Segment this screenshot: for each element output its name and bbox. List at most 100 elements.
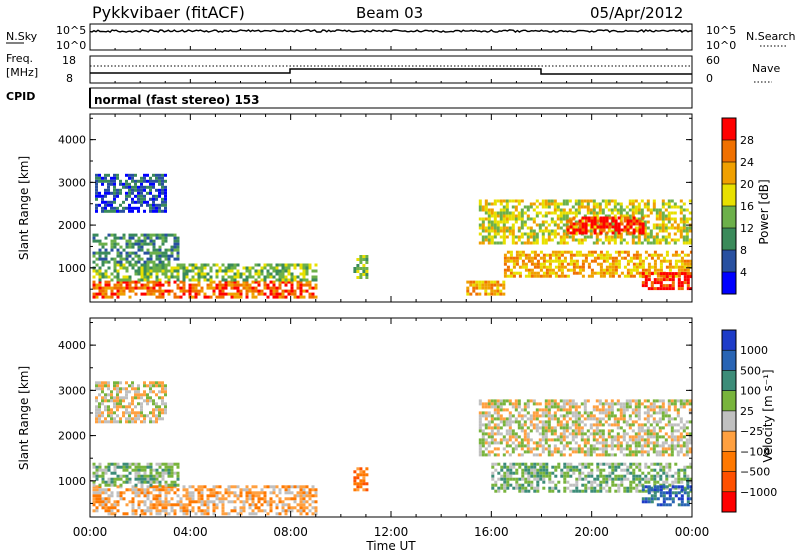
power-cell	[553, 211, 557, 215]
velocity-cell	[484, 402, 488, 406]
velocity-cell	[95, 497, 99, 501]
power-cell	[649, 229, 653, 233]
power-cell	[170, 254, 174, 258]
power-cell	[548, 259, 552, 263]
power-cell	[113, 191, 116, 195]
velocity-cell	[496, 429, 500, 433]
power-cell	[641, 284, 645, 288]
velocity-cell	[637, 402, 641, 406]
power-cell	[487, 217, 491, 221]
velocity-cell	[92, 500, 96, 504]
velocity-cell	[119, 387, 122, 391]
velocity-cell	[628, 444, 632, 448]
power-cell	[263, 275, 267, 279]
velocity-cell	[134, 485, 138, 489]
nsearch-tick-top: 10^5	[706, 24, 736, 37]
power-cell	[122, 292, 126, 296]
power-cell	[610, 208, 614, 212]
power-cell	[122, 206, 125, 210]
power-cell	[535, 199, 539, 203]
power-cell	[647, 271, 651, 275]
power-cell	[520, 223, 524, 227]
power-cell	[499, 199, 503, 203]
power-cell	[137, 266, 141, 270]
power-cell	[101, 206, 104, 210]
velocity-cell	[517, 405, 521, 409]
velocity-cell	[164, 411, 167, 415]
velocity-cell	[533, 468, 537, 472]
velocity-cell	[287, 506, 291, 510]
velocity-cell	[565, 402, 569, 406]
power-cell	[116, 292, 120, 296]
velocity-cell	[649, 447, 653, 451]
power-cell	[278, 269, 282, 273]
power-cell	[653, 250, 657, 254]
velocity-cell	[149, 483, 153, 487]
power-cell	[362, 258, 366, 261]
velocity-cell	[116, 494, 120, 498]
power-cell	[511, 226, 515, 230]
velocity-cell	[98, 462, 102, 466]
power-cell	[481, 238, 485, 242]
velocity-cell	[230, 500, 234, 504]
velocity-cell	[104, 500, 108, 504]
power-cell	[505, 208, 509, 212]
velocity-cell	[302, 497, 306, 501]
power-cell	[299, 295, 303, 299]
velocity-cell	[647, 471, 651, 475]
velocity-cell	[526, 417, 530, 421]
velocity-cell	[101, 506, 105, 510]
velocity-cell	[284, 485, 288, 489]
velocity-cell	[134, 465, 138, 469]
power-cell	[161, 188, 164, 192]
velocity-cell	[161, 471, 165, 475]
power-cell	[487, 208, 491, 212]
velocity-cell	[509, 465, 513, 469]
velocity-cell	[143, 468, 147, 472]
velocity-cell	[611, 471, 615, 475]
velocity-cell	[122, 465, 126, 469]
velocity-cell	[134, 417, 137, 421]
power-cell	[634, 205, 638, 209]
power-cell	[152, 292, 156, 296]
velocity-cell	[682, 435, 686, 439]
power-cell	[233, 286, 237, 290]
velocity-cell	[248, 512, 252, 516]
velocity-cell	[584, 483, 588, 487]
velocity-cell	[107, 500, 111, 504]
velocity-cell	[170, 488, 174, 492]
velocity-cell	[490, 432, 494, 436]
power-cell	[581, 228, 585, 232]
velocity-cell	[542, 465, 546, 469]
power-cell	[92, 295, 96, 299]
velocity-cell	[541, 444, 545, 448]
velocity-cell	[608, 474, 612, 478]
velocity-cell	[569, 462, 573, 466]
power-cell	[308, 266, 312, 270]
velocity-cell	[688, 402, 692, 406]
power-cell	[674, 272, 678, 276]
power-cell	[599, 271, 603, 275]
velocity-cell	[680, 477, 684, 481]
velocity-cell	[544, 423, 548, 427]
power-cell	[539, 274, 543, 278]
velocity-cell	[565, 426, 569, 430]
velocity-cell	[637, 405, 641, 409]
velocity-cell	[296, 491, 300, 495]
velocity-cell	[637, 444, 641, 448]
velocity-cell	[640, 429, 644, 433]
velocity-cell	[508, 417, 512, 421]
power-cell	[635, 256, 639, 260]
velocity-cell	[548, 477, 552, 481]
power-colorbar-swatch	[722, 118, 736, 140]
velocity-cell	[284, 503, 288, 507]
velocity-cell	[110, 491, 114, 495]
velocity-cell	[101, 488, 105, 492]
velocity-cell	[622, 405, 626, 409]
velocity-cell	[617, 489, 621, 493]
velocity-cell	[550, 438, 554, 442]
power-cell	[356, 264, 360, 267]
velocity-cell	[155, 420, 158, 424]
power-cell	[176, 263, 180, 267]
power-cell	[95, 197, 98, 201]
